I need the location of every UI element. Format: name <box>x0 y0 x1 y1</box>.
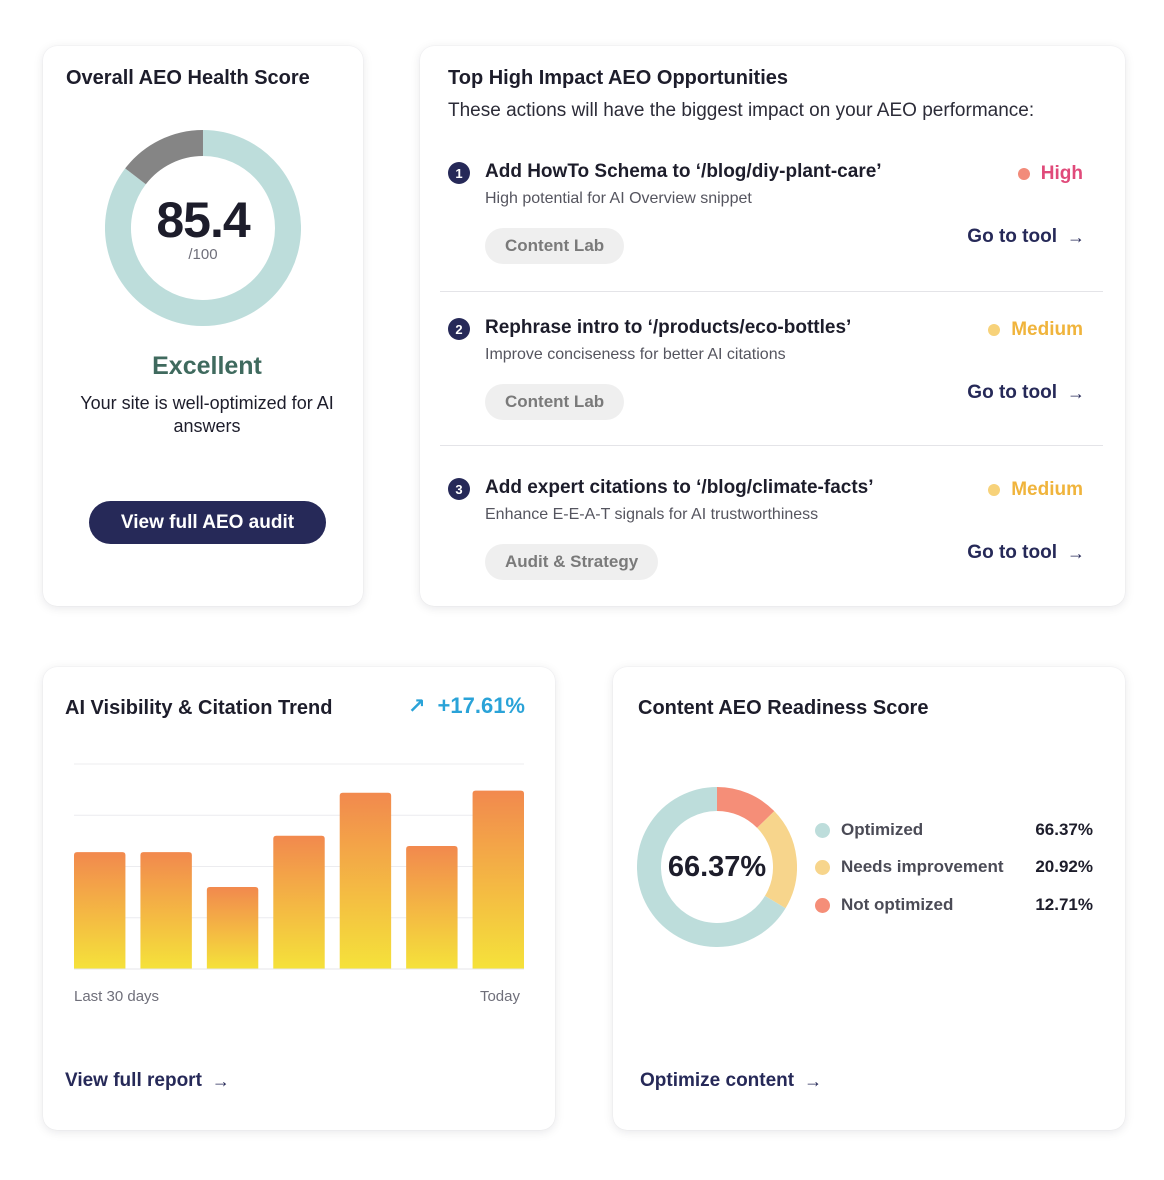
health-description: Your site is well-optimized for AI answe… <box>80 393 334 436</box>
health-score-donut <box>105 130 301 326</box>
go-to-tool-link[interactable]: Go to tool → <box>967 226 1085 248</box>
readiness-title: Content AEO Readiness Score <box>638 697 929 719</box>
opportunity-item: 1 Add HowTo Schema to ‘/blog/diy-plant-c… <box>440 160 1103 292</box>
opportunity-number: 2 <box>448 318 470 340</box>
go-to-tool-link[interactable]: Go to tool → <box>967 382 1085 404</box>
legend-label: Not optimized <box>841 895 954 914</box>
tool-chip[interactable]: Content Lab <box>485 228 625 264</box>
trend-bar-chart <box>74 763 524 970</box>
opportunity-title: Add expert citations to ‘/blog/climate-f… <box>485 477 874 498</box>
opportunities-card: Top High Impact AEO Opportunities These … <box>420 46 1125 606</box>
priority-dot <box>988 484 1001 496</box>
opportunities-subtitle: These actions will have the biggest impa… <box>448 100 1035 121</box>
chart-bar <box>406 846 458 969</box>
priority-label: Medium <box>1011 319 1083 340</box>
donut-segment-not-optimized <box>716 787 775 829</box>
arrow-right-icon: → <box>1067 542 1085 563</box>
trend-title: AI Visibility & Citation Trend <box>65 697 333 719</box>
readiness-donut <box>637 787 797 947</box>
go-to-tool-label: Go to tool <box>967 542 1057 563</box>
chart-bar <box>140 852 192 969</box>
x-axis-end-label: Today <box>479 988 520 1005</box>
optimize-content-label: Optimize content <box>640 1070 795 1091</box>
chart-bar <box>206 887 259 969</box>
legend-dot <box>815 822 830 838</box>
view-full-report-link[interactable]: View full report → <box>65 1070 230 1092</box>
arrow-right-icon: → <box>1067 382 1085 403</box>
health-donut-remaining-arc <box>125 130 204 185</box>
health-score-title: Overall AEO Health Score <box>66 67 310 89</box>
priority-dot <box>988 324 1001 336</box>
chart-bar <box>74 852 126 969</box>
arrow-right-icon: → <box>1067 226 1085 247</box>
health-score-value: 85.4 <box>156 192 250 248</box>
priority-dot <box>1017 168 1030 180</box>
priority-label: High <box>1040 163 1083 184</box>
opportunities-title: Top High Impact AEO Opportunities <box>448 67 788 89</box>
trend-delta: ↗ +17.61% <box>408 693 525 719</box>
go-to-tool-label: Go to tool <box>967 226 1057 247</box>
tool-chip[interactable]: Audit & Strategy <box>485 544 659 580</box>
donut-segment-needs-improvement <box>756 811 797 909</box>
trend-delta-value: +17.61% <box>437 693 525 718</box>
chart-bar <box>472 790 524 969</box>
priority-label: Medium <box>1011 479 1083 500</box>
legend-value: 20.92% <box>1035 857 1093 876</box>
legend-item: Not optimized 12.71% <box>815 893 1093 917</box>
opportunity-number: 1 <box>448 162 470 184</box>
opportunity-description: Enhance E-E-A-T signals for AI trustwort… <box>485 506 819 523</box>
readiness-card: Content AEO Readiness Score 66.37% Optim… <box>613 667 1125 1130</box>
opportunity-title: Rephrase intro to ‘/products/eco-bottles… <box>485 317 852 338</box>
opportunity-item: 3 Add expert citations to ‘/blog/climate… <box>440 476 1103 586</box>
opportunity-description: Improve conciseness for better AI citati… <box>485 346 786 363</box>
priority-badge: Medium <box>988 319 1083 341</box>
priority-badge: High <box>1017 163 1083 185</box>
tool-chip[interactable]: Content Lab <box>485 384 625 420</box>
legend-dot <box>815 897 830 913</box>
priority-badge: Medium <box>988 479 1083 501</box>
optimize-content-link[interactable]: Optimize content → <box>640 1070 822 1092</box>
chart-bar <box>273 835 325 969</box>
arrow-up-right-icon: ↗ <box>407 694 426 718</box>
opportunity-item: 2 Rephrase intro to ‘/products/eco-bottl… <box>440 316 1103 446</box>
legend-value: 66.37% <box>1035 820 1093 839</box>
legend-label: Optimized <box>841 820 924 839</box>
chart-bar <box>339 792 392 969</box>
go-to-tool-link[interactable]: Go to tool → <box>967 542 1085 564</box>
visibility-trend-card: AI Visibility & Citation Trend ↗ +17.61%… <box>43 667 555 1130</box>
legend-value: 12.71% <box>1035 895 1093 914</box>
go-to-tool-label: Go to tool <box>967 382 1057 403</box>
view-full-report-label: View full report <box>65 1070 202 1091</box>
legend-item: Optimized 66.37% <box>815 818 1093 842</box>
opportunity-number: 3 <box>448 478 470 500</box>
arrow-right-icon: → <box>211 1070 230 1091</box>
opportunity-title: Add HowTo Schema to ‘/blog/diy-plant-car… <box>485 161 882 182</box>
legend-item: Needs improvement 20.92% <box>815 855 1093 879</box>
health-score-denominator: /100 <box>188 246 218 263</box>
health-donut-filled-arc <box>105 130 301 326</box>
arrow-right-icon: → <box>804 1070 823 1091</box>
x-axis-start-label: Last 30 days <box>74 988 160 1005</box>
donut-segment-optimized <box>637 787 786 947</box>
view-full-audit-button[interactable]: View full AEO audit <box>89 501 326 544</box>
health-grade: Excellent <box>152 352 262 380</box>
legend-label: Needs improvement <box>841 857 1004 876</box>
readiness-center-value: 66.37% <box>667 850 767 883</box>
legend-dot <box>815 859 830 875</box>
health-score-card: Overall AEO Health Score 85.4 /100 Excel… <box>43 46 363 606</box>
opportunity-description: High potential for AI Overview snippet <box>485 190 752 207</box>
